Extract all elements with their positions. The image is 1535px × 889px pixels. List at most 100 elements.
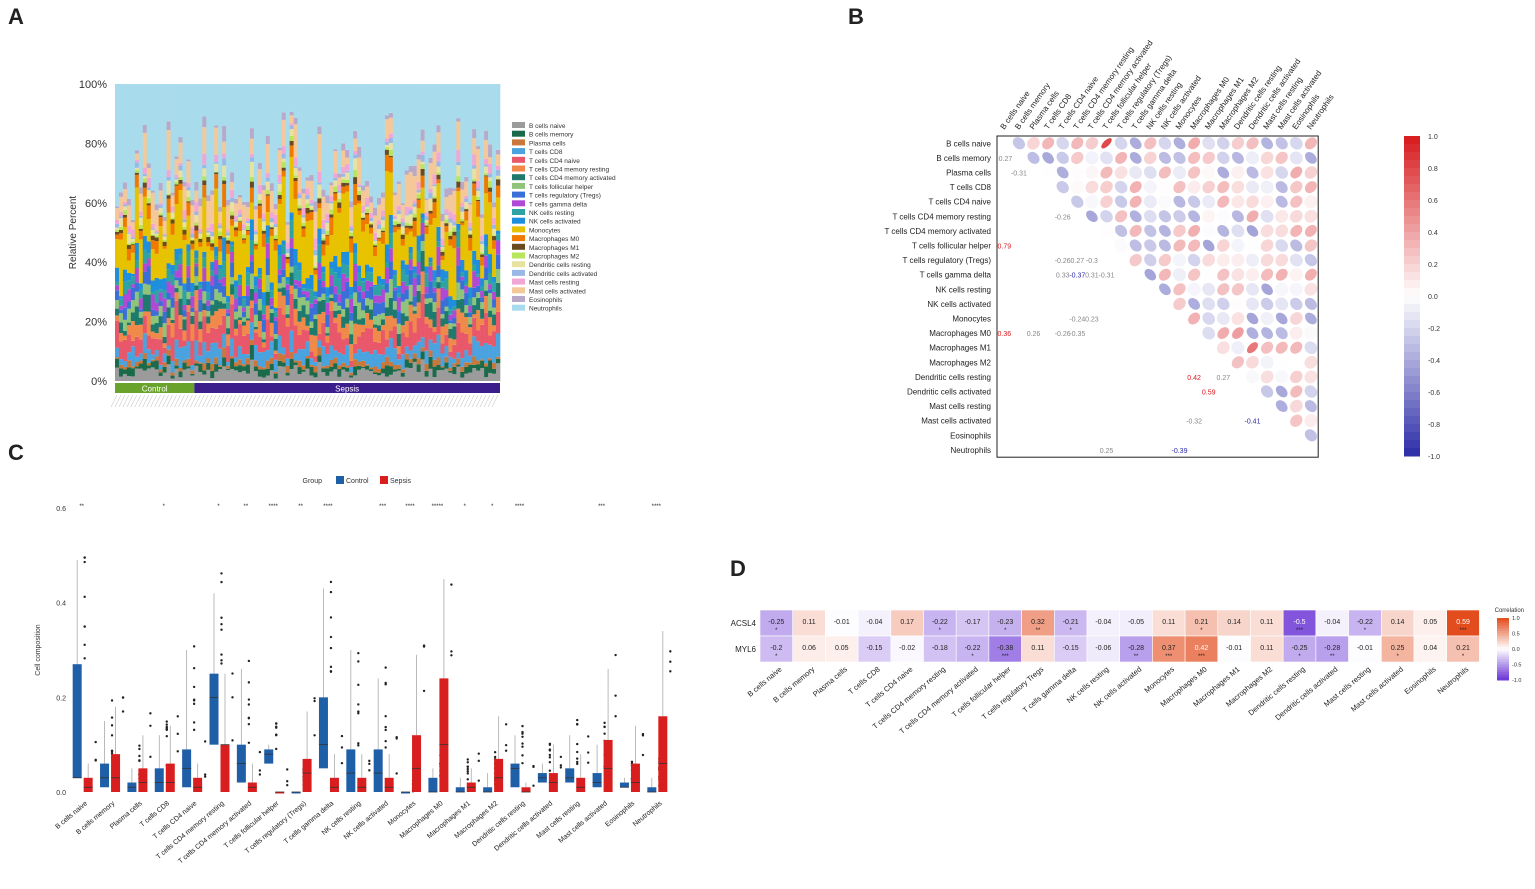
row-label: Mast cells resting — [929, 402, 991, 411]
stacked-bar-segment — [214, 246, 219, 257]
correlation-ellipse — [1129, 224, 1142, 237]
stacked-bar-segment — [186, 305, 191, 312]
stacked-bar-segment — [289, 145, 294, 157]
colorbar-segment — [1404, 368, 1420, 377]
stacked-bar-segment — [122, 373, 128, 381]
stacked-bar-segment — [492, 307, 497, 315]
heatmap-value: 0.05 — [1424, 619, 1438, 626]
stacked-bar-segment — [496, 154, 501, 166]
sample-tick — [118, 394, 126, 408]
stacked-bar-segment — [464, 366, 469, 374]
stacked-bar-segment — [309, 364, 314, 367]
stacked-bar-segment — [293, 365, 298, 381]
stacked-bar-segment — [420, 218, 425, 223]
colorbar-segment — [1404, 192, 1420, 201]
colorbar-tick-label: 0.4 — [1428, 230, 1438, 237]
stacked-bar-segment — [238, 221, 243, 223]
stacked-bar-segment — [301, 349, 306, 366]
stacked-bar-segment — [353, 366, 358, 376]
stacked-bar-segment — [158, 205, 163, 208]
stacked-bar-segment — [285, 326, 290, 359]
stacked-bar-segment — [416, 154, 421, 160]
stacked-bar-segment — [472, 305, 477, 315]
stacked-bar-segment — [257, 288, 263, 299]
stacked-bar-segment — [134, 153, 140, 160]
stacked-bar-segment — [444, 223, 449, 226]
stacked-bar-segment — [261, 332, 267, 340]
stacked-bar-segment — [170, 211, 175, 213]
group-bar-sepsis — [194, 383, 500, 393]
stacked-bar-segment — [118, 192, 124, 197]
heatmap-value: 0.14 — [1391, 619, 1405, 626]
stacked-bar-segment — [178, 248, 183, 255]
stacked-bar-segment — [341, 309, 346, 317]
stacked-bar-segment — [376, 241, 382, 277]
stacked-bar-segment — [214, 311, 219, 329]
row-label: Macrophages M0 — [929, 329, 991, 338]
stacked-bar-segment — [384, 376, 390, 381]
outlier-point — [231, 739, 234, 742]
correlation-ellipse — [1246, 210, 1259, 223]
colorbar-segment — [1497, 620, 1509, 624]
stacked-bar-segment — [436, 276, 441, 283]
stacked-bar-segment — [341, 176, 346, 180]
stacked-bar-segment — [440, 300, 445, 315]
correlation-ellipse — [1289, 268, 1303, 282]
stacked-bar-segment — [424, 303, 429, 317]
stacked-bar-segment — [305, 177, 310, 181]
stacked-bar-segment — [198, 329, 203, 343]
outlier-point — [138, 747, 141, 751]
stacked-bar-segment — [230, 358, 235, 369]
stacked-bar-segment — [376, 372, 382, 376]
stacked-bar-segment — [261, 213, 267, 220]
stacked-bar-segment — [424, 376, 429, 381]
stacked-bar-segment — [194, 360, 199, 364]
row-label: Plasma cells — [946, 169, 991, 178]
stacked-bar-segment — [388, 248, 394, 262]
stacked-bar-segment — [349, 372, 354, 376]
stacked-bar-segment — [333, 350, 338, 358]
stacked-bar-segment — [341, 362, 346, 367]
stacked-bar-segment — [369, 267, 374, 273]
stacked-bar-segment — [384, 144, 390, 148]
box-rect — [302, 758, 312, 792]
outlier-point — [357, 660, 360, 663]
outlier-point — [450, 583, 453, 586]
stacked-bar-segment — [154, 204, 159, 211]
stacked-bar-segment — [269, 336, 275, 342]
stacked-bar-segment — [321, 366, 326, 369]
stacked-bar-segment — [420, 271, 425, 294]
stacked-bar-segment — [484, 363, 489, 367]
stacked-bar-segment — [341, 251, 346, 264]
stacked-bar-segment — [396, 221, 402, 224]
stacked-bar-segment — [420, 151, 425, 155]
colorbar-tick-label: 0.0 — [1512, 647, 1520, 653]
sample-tick — [142, 394, 149, 408]
stacked-bar-segment — [341, 291, 346, 310]
colorbar-segment — [1497, 659, 1509, 663]
stacked-bar-segment — [182, 290, 187, 305]
legend-label: Dendritic cells activated — [529, 271, 598, 278]
stacked-bar-segment — [492, 84, 497, 203]
correlation-ellipse — [1260, 166, 1274, 179]
stacked-bar-segment — [432, 184, 437, 187]
outlier-point — [548, 761, 552, 764]
stacked-bar-segment — [337, 294, 342, 303]
stacked-bar-segment — [130, 366, 136, 369]
legend-swatch — [512, 304, 525, 311]
stacked-bar-segment — [384, 292, 390, 308]
stacked-bar-segment — [289, 220, 294, 239]
stacked-bar-segment — [321, 346, 326, 367]
stacked-bar-segment — [115, 357, 120, 359]
stacked-bar-segment — [138, 224, 144, 229]
stacked-bar-segment — [249, 307, 255, 323]
stacked-bar-segment — [476, 181, 481, 189]
stacked-bar-segment — [146, 266, 152, 285]
stacked-bar-segment — [150, 249, 155, 281]
heatmap-value: 0.17 — [900, 619, 914, 626]
stacked-bar-segment — [488, 272, 493, 285]
colorbar-segment — [1497, 636, 1509, 640]
stacked-bar-segment — [372, 286, 378, 296]
colorbar-segment — [1404, 376, 1420, 385]
heatmap-star: *** — [1002, 654, 1010, 660]
